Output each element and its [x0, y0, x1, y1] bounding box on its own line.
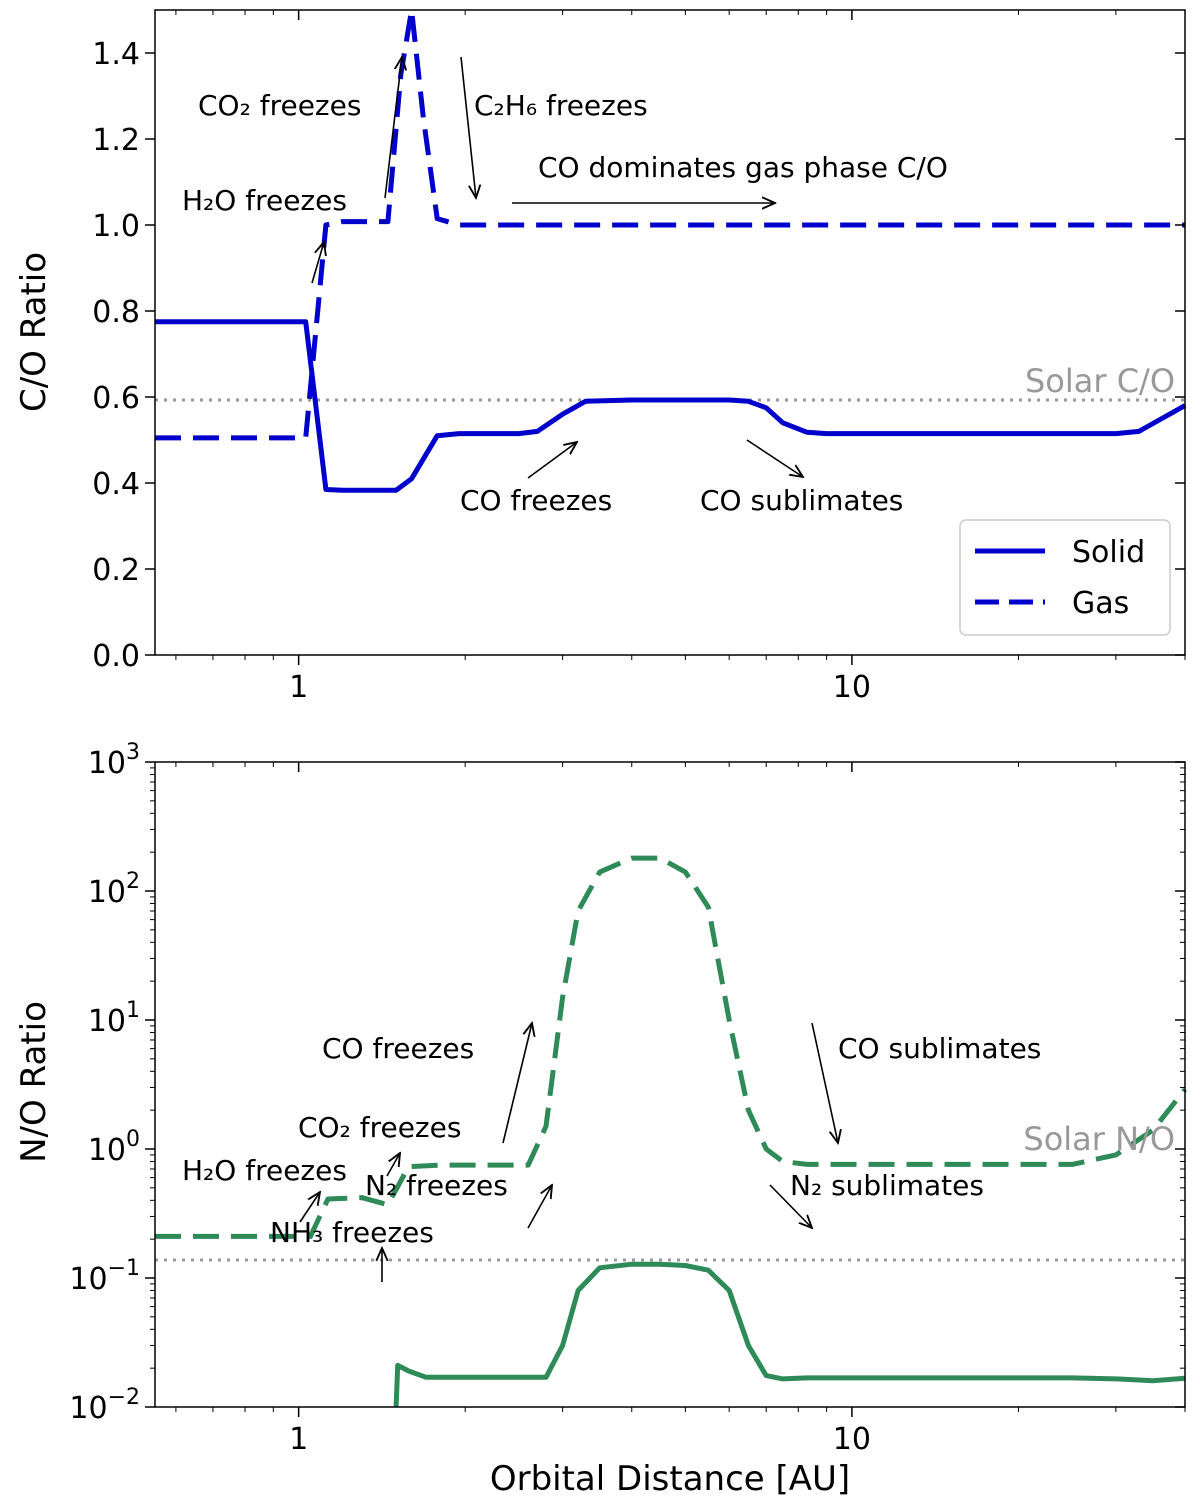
y-tick-label: 0.8	[92, 295, 140, 330]
no-annot-co-freezes: CO freezes	[322, 1032, 474, 1065]
y-tick-label: 1.0	[92, 209, 140, 244]
co-solid-series-line	[155, 319, 1187, 493]
x-tick-label: 1	[289, 670, 308, 705]
y-tick-label: 0.2	[92, 553, 140, 588]
co-arrow-h2o	[311, 242, 324, 284]
co-arrow-co2	[384, 57, 402, 199]
no-solid-series-line	[393, 1261, 1186, 1408]
co-legend: Solid Gas	[959, 519, 1171, 636]
co-annot-co2-freezes: CO₂ freezes	[198, 89, 361, 122]
no-arrow-h2o	[299, 1192, 320, 1223]
y-tick-label: 10−2	[69, 1385, 140, 1426]
no-annot-nh3-freezes: NH₃ freezes	[270, 1216, 434, 1249]
co-arrow-co-sublimates	[746, 439, 803, 477]
co-annot-co-sublimates: CO sublimates	[700, 484, 903, 517]
co-annot-h2o-freezes: H₂O freezes	[182, 184, 347, 217]
x-tick-label: 1	[289, 1422, 308, 1457]
no-arrow-n2	[527, 1185, 552, 1229]
co-annot-co-dominates: CO dominates gas phase C/O	[538, 151, 948, 184]
no-annot-co-sublimates: CO sublimates	[838, 1032, 1041, 1065]
no-plot-frame	[154, 761, 1186, 1408]
co-panel: 1 10 0.0 0.2 0.4 0.6 0.8 1.0 1.2 1.4 Solar C/O C/…	[14, 7, 1187, 705]
co-y-axis-label: C/O Ratio	[14, 252, 54, 412]
y-tick-label: 100	[88, 1127, 140, 1168]
no-y-axis-label: N/O Ratio	[14, 1001, 54, 1163]
no-panel: 1 10 10−2 10−1 100 101 102 103 Solar N/O N/O Ra…	[14, 740, 1187, 1499]
y-tick-label: 10−1	[69, 1256, 140, 1297]
y-tick-label: 1.4	[92, 37, 140, 72]
co-arrow-co-freezes	[527, 442, 577, 479]
no-annot-h2o-freezes: H₂O freezes	[182, 1154, 347, 1187]
x-tick-label: 10	[833, 1422, 871, 1457]
no-annot-n2-sublimates: N₂ sublimates	[790, 1169, 984, 1202]
co-arrow-c2h6	[460, 56, 476, 198]
no-arrow-co-sub	[811, 1022, 838, 1143]
co-annot-c2h6-freezes: C₂H₆ freezes	[474, 89, 648, 122]
solar-no-label: Solar N/O	[1023, 1120, 1175, 1158]
y-tick-label: 101	[88, 998, 140, 1039]
y-tick-label: 0.0	[92, 639, 140, 674]
co-gas-series-line	[155, 7, 1185, 441]
no-annot-co2-freezes: CO₂ freezes	[298, 1111, 461, 1144]
legend-solid-label: Solid	[1072, 535, 1145, 570]
y-tick-label: 103	[88, 740, 140, 781]
y-tick-label: 0.4	[92, 467, 140, 502]
co-annot-co-freezes: CO freezes	[460, 484, 612, 517]
x-tick-label: 10	[833, 670, 871, 705]
no-annot-n2-freezes: N₂ freezes	[365, 1169, 508, 1202]
co-plot-frame	[154, 9, 1186, 656]
no-gas-series-line	[155, 855, 1187, 1239]
no-arrow-co2	[386, 1153, 400, 1177]
y-tick-label: 0.6	[92, 381, 140, 416]
no-arrow-co	[502, 1023, 532, 1144]
solar-co-label: Solar C/O	[1025, 362, 1175, 400]
y-tick-label: 1.2	[92, 123, 140, 158]
y-tick-label: 102	[88, 869, 140, 910]
no-arrow-n2-sub	[769, 1184, 812, 1228]
x-axis-label: Orbital Distance [AU]	[490, 1459, 850, 1499]
legend-gas-label: Gas	[1072, 586, 1129, 621]
